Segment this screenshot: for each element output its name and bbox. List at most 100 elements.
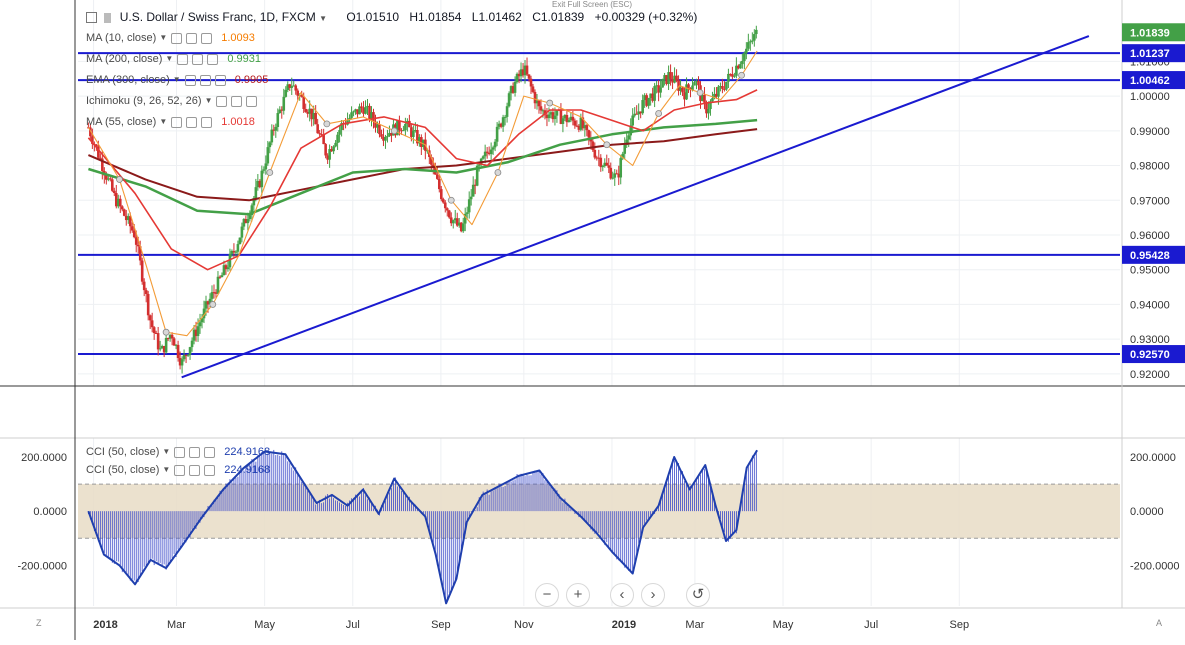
cci-label[interactable]: CCI (50, close) <box>86 446 160 458</box>
candle-body <box>200 318 204 323</box>
close-icon[interactable] <box>207 53 219 65</box>
candle-body <box>693 82 696 86</box>
indicator-legend-row[interactable]: MA (200, close) ▼ 0.9931 <box>86 51 261 67</box>
indicator-legend-row[interactable]: EMA (300, close) ▼ 0.9905 <box>86 72 268 88</box>
candle-body <box>366 105 369 107</box>
indicator-label[interactable]: MA (200, close) <box>86 53 163 65</box>
price-labels: 1.01839 1.01237 1.00462 0.95428 0.92570 <box>1122 23 1185 364</box>
close-icon[interactable] <box>204 464 216 476</box>
cci-axis[interactable]: 200.0000 200.0000 0.0000 0.0000 -200.0000 -20… <box>17 452 1179 572</box>
chevron-down-icon[interactable]: ▼ <box>162 447 171 456</box>
indicator-label[interactable]: EMA (300, close) <box>86 74 170 86</box>
close-icon[interactable] <box>204 446 216 458</box>
price-axis[interactable]: 1.010001.000000.990000.980000.970000.960… <box>1130 56 1170 380</box>
time-tick-label: 2019 <box>612 619 636 631</box>
candle-body <box>272 129 276 131</box>
visibility-icon[interactable] <box>199 74 211 86</box>
zoom-in-button[interactable]: + <box>566 583 590 607</box>
exit-fullscreen-hint[interactable]: Exit Full Screen (ESC) <box>552 0 633 9</box>
scroll-back-button[interactable]: ‹ <box>610 583 634 607</box>
visibility-icon[interactable] <box>189 464 201 476</box>
scroll-forward-button[interactable]: › <box>641 583 665 607</box>
indicator-legend-row[interactable]: Ichimoku (9, 26, 52, 26) ▼ <box>86 93 258 109</box>
candle-body <box>336 134 339 143</box>
candle-body <box>659 87 662 93</box>
candle-body <box>250 205 254 216</box>
candle-body <box>577 125 581 130</box>
candle-body <box>264 163 268 170</box>
chevron-down-icon[interactable]: ▼ <box>159 33 168 42</box>
candle-body <box>743 53 746 61</box>
time-tick-label: May <box>773 619 794 631</box>
symbol-flag-icon <box>104 12 112 23</box>
chevron-down-icon[interactable]: ▼ <box>204 96 213 105</box>
symbol-title[interactable]: U.S. Dollar / Swiss Franc, 1D, FXCM <box>119 10 316 24</box>
price-label-tag <box>1122 245 1185 264</box>
candle-body <box>655 85 658 87</box>
close-icon[interactable] <box>201 32 213 44</box>
chevron-down-icon[interactable]: ▼ <box>172 75 181 84</box>
settings-icon[interactable] <box>177 53 189 65</box>
settings-icon[interactable] <box>171 32 183 44</box>
candle-body <box>278 109 282 114</box>
reset-chart-button[interactable]: ↺ <box>686 583 710 607</box>
candle-body <box>120 206 124 210</box>
ichimoku-marker <box>546 99 554 107</box>
settings-icon[interactable] <box>171 116 183 128</box>
ma55-line <box>87 89 758 271</box>
time-tick-label: Jul <box>864 619 878 631</box>
candle-body <box>156 333 160 350</box>
chevron-down-icon[interactable]: ▼ <box>159 117 168 126</box>
indicator-label[interactable]: MA (55, close) <box>86 116 157 128</box>
time-axis[interactable]: 2018 Mar May Jul Sep Nov 2019 Mar May Jul Sep <box>93 619 969 631</box>
chevron-down-icon[interactable]: ▼ <box>319 14 327 23</box>
candle-body <box>290 86 294 88</box>
corner-label-left[interactable]: Z <box>36 618 42 628</box>
candle-body <box>529 78 533 87</box>
settings-icon[interactable] <box>184 74 196 86</box>
candle-body <box>416 130 419 144</box>
candle-body <box>334 142 337 147</box>
visibility-icon[interactable] <box>192 53 204 65</box>
visibility-icon[interactable] <box>186 32 198 44</box>
candle-body <box>136 244 140 247</box>
candle-body <box>304 108 308 112</box>
zoom-out-button[interactable]: − <box>535 583 559 607</box>
trendline[interactable] <box>181 35 1090 379</box>
settings-icon[interactable] <box>216 95 228 107</box>
settings-icon[interactable] <box>174 464 186 476</box>
ichimoku-marker <box>209 301 217 308</box>
candle-body <box>739 64 742 69</box>
candle-body <box>581 117 585 129</box>
cci-label[interactable]: CCI (50, close) <box>86 464 160 476</box>
chevron-down-icon[interactable]: ▼ <box>165 54 174 63</box>
cci-series <box>87 449 758 605</box>
candle-body <box>721 86 724 89</box>
indicator-legend-row[interactable]: MA (55, close) ▼ 1.0018 <box>86 114 255 130</box>
indicator-label[interactable]: Ichimoku (9, 26, 52, 26) <box>86 95 202 107</box>
close-icon[interactable] <box>201 116 213 128</box>
candle-body <box>216 276 220 294</box>
corner-label-right[interactable]: A <box>1156 618 1163 628</box>
cci-legend-row[interactable]: CCI (50, close) ▼ 224.9168 <box>86 444 270 460</box>
indicator-label[interactable]: MA (10, close) <box>86 32 157 44</box>
candle-body <box>567 120 571 123</box>
close-icon[interactable] <box>214 74 226 86</box>
visibility-icon[interactable] <box>189 446 201 458</box>
visibility-icon[interactable] <box>231 95 243 107</box>
cci-legend-row[interactable]: CCI (50, close) ▼ 224.9168 <box>86 462 270 478</box>
candle-body <box>625 139 629 145</box>
candle-body <box>441 199 445 203</box>
visibility-icon[interactable] <box>186 116 198 128</box>
close-icon[interactable] <box>246 95 258 107</box>
candle-body <box>194 329 198 337</box>
candle-body <box>435 174 439 179</box>
chevron-down-icon[interactable]: ▼ <box>162 465 171 474</box>
candle-body <box>148 315 152 321</box>
indicator-legend-row[interactable]: MA (10, close) ▼ 1.0093 <box>86 30 255 46</box>
settings-icon[interactable] <box>174 446 186 458</box>
collapse-icon[interactable] <box>86 12 97 24</box>
ohlc-change: +0.00329 (+0.32%) <box>594 10 698 24</box>
